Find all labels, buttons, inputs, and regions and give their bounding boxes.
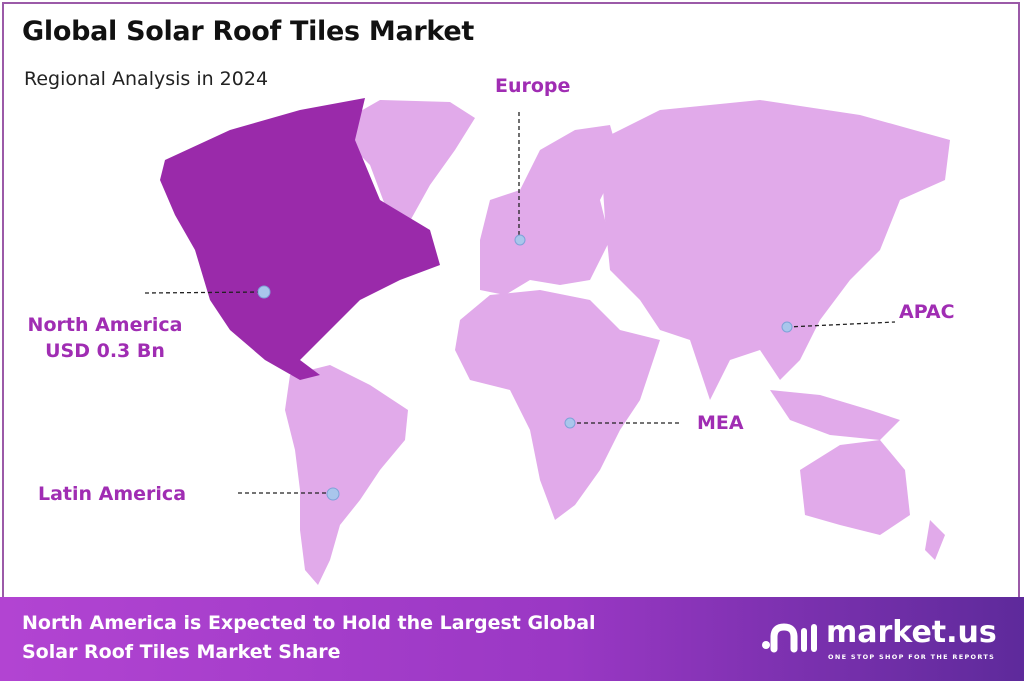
page-title: Global Solar Roof Tiles Market (22, 16, 474, 47)
marker-apac (781, 321, 793, 333)
page-subtitle: Regional Analysis in 2024 (24, 68, 269, 90)
marker-europe (514, 234, 526, 246)
footer-line-1: North America is Expected to Hold the La… (22, 612, 596, 634)
footer-banner: North America is Expected to Hold the La… (0, 597, 1024, 681)
south-america (285, 365, 408, 585)
leader-north-america (144, 291, 265, 294)
footer-statement: North America is Expected to Hold the La… (22, 609, 596, 667)
logo-tagline: ONE STOP SHOP FOR THE REPORTS (828, 653, 996, 661)
label-latin-america: Latin America (38, 483, 187, 505)
marker-north-america (257, 285, 271, 299)
logo-mark-icon (762, 623, 817, 653)
marker-latin-america (326, 487, 340, 501)
australia (800, 440, 910, 535)
southeast-asia (770, 390, 900, 440)
label-mea: MEA (697, 412, 744, 434)
greenland (345, 100, 475, 230)
footer-line-2: Solar Roof Tiles Market Share (22, 641, 341, 663)
label-apac: APAC (899, 301, 955, 323)
marker-mea (564, 417, 576, 429)
europe (480, 125, 620, 295)
label-north-america-value: USD 0.3 Bn (45, 340, 165, 362)
label-north-america: North America USD 0.3 Bn (15, 312, 195, 364)
label-europe: Europe (495, 75, 571, 97)
north-america (160, 98, 440, 380)
market-us-logo: market.us ONE STOP SHOP FOR THE REPORTS (760, 615, 997, 663)
world-map (144, 98, 950, 585)
africa (455, 290, 660, 520)
new-zealand (925, 520, 945, 560)
asia (600, 100, 950, 400)
logo-wordmark: market.us (826, 615, 997, 650)
label-north-america-name: North America (27, 314, 183, 336)
